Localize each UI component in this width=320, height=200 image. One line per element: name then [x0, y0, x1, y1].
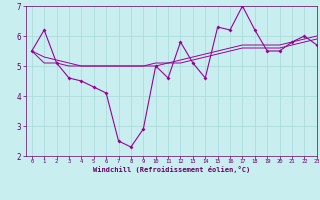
X-axis label: Windchill (Refroidissement éolien,°C): Windchill (Refroidissement éolien,°C) — [92, 166, 250, 173]
